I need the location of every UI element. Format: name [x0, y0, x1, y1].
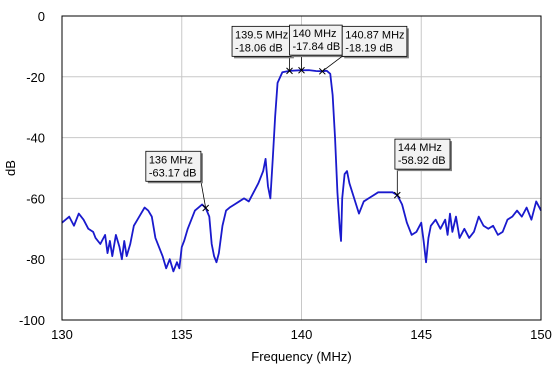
- marker-frequency-label: 140 MHz: [293, 28, 337, 40]
- y-tick-label: -80: [26, 252, 45, 267]
- marker-leader-line: [200, 181, 207, 209]
- y-axis-title: dB: [3, 160, 18, 176]
- series-line-0: [61, 69, 542, 273]
- marker-box: [289, 24, 343, 56]
- marker-level-label: -18.06 dB: [235, 42, 283, 54]
- marker-annotation-1: 139.5 MHz-18.06 dB: [231, 25, 294, 75]
- x-tick-label: 140: [291, 327, 313, 342]
- marker-point: [318, 67, 326, 75]
- trace-layer: [61, 69, 542, 273]
- x-tick-label: 135: [171, 327, 193, 342]
- marker-frequency-label: 136 MHz: [149, 154, 193, 166]
- x-axis-title: Frequency (MHz): [251, 349, 351, 364]
- marker-annotation-4: 144 MHz-58.92 dB: [393, 138, 452, 199]
- marker-frequency-label: 139.5 MHz: [235, 29, 288, 41]
- x-tick-label: 150: [530, 327, 552, 342]
- marker-box: [394, 138, 451, 170]
- x-tick-label: 145: [410, 327, 432, 342]
- marker-box: [231, 25, 293, 57]
- marker-box: [341, 25, 408, 57]
- marker-annotation-2: 140 MHz-17.84 dB: [289, 24, 345, 74]
- y-tick-label: -40: [26, 131, 45, 146]
- marker-level-label: -63.17 dB: [149, 167, 197, 179]
- marker-frequency-label: 144 MHz: [398, 142, 442, 154]
- marker-point: [202, 204, 210, 212]
- marker-point: [298, 66, 305, 74]
- tick-labels: 130 135 140 145 150 0 -20 -40 -60 -80 -100: [19, 9, 552, 342]
- x-tick-label: 130: [51, 327, 73, 342]
- marker-level-label: -17.84 dB: [293, 41, 341, 53]
- marker-point: [393, 191, 401, 199]
- marker-leader-line: [322, 56, 343, 72]
- marker-point: [286, 67, 293, 75]
- marker-level-label: -18.19 dB: [345, 42, 393, 54]
- y-tick-label: -60: [26, 191, 45, 206]
- marker-level-label: -58.92 dB: [398, 155, 446, 167]
- y-tick-label: -100: [19, 313, 45, 328]
- marker-box: [145, 150, 202, 182]
- marker-frequency-label: 140.87 MHz: [345, 29, 404, 41]
- y-tick-label: -20: [26, 70, 45, 85]
- marker-annotation-0: 136 MHz-63.17 dB: [145, 150, 210, 212]
- marker-annotation-3: 140.87 MHz-18.19 dB: [318, 25, 409, 75]
- y-tick-label: 0: [38, 9, 45, 24]
- plot-frame: [61, 15, 542, 321]
